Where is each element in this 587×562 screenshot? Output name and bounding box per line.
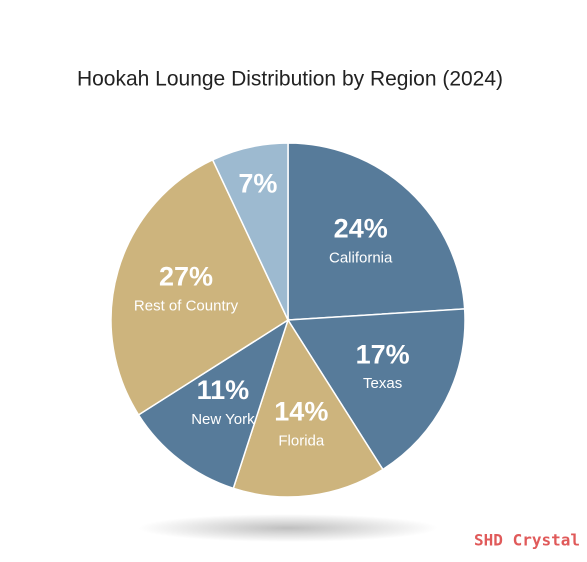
pie-slice bbox=[110, 158, 289, 416]
pie-slice bbox=[232, 318, 384, 498]
slice-value-label: 27% bbox=[159, 261, 213, 291]
pie-slice bbox=[211, 142, 289, 321]
slice-category-label: California bbox=[329, 250, 393, 267]
slice-category-label: Texas bbox=[363, 375, 402, 392]
pie-slice bbox=[287, 142, 466, 321]
slice-value-label: 17% bbox=[356, 339, 410, 369]
slice-value-label: 14% bbox=[274, 396, 328, 426]
slice-value-label: 11% bbox=[197, 375, 250, 405]
slice-value-label: 24% bbox=[334, 214, 388, 244]
pie-shadow bbox=[138, 514, 438, 542]
pie-slice bbox=[137, 318, 290, 490]
pie: 24% California 17% Texas 14% Florida 11% New Yo… bbox=[110, 142, 466, 498]
slice-category-label: Rest of Country bbox=[134, 297, 239, 314]
slice-category-label: New York bbox=[191, 411, 255, 428]
chart-title: Hookah Lounge Distribution by Region (20… bbox=[77, 68, 503, 91]
slice-category-label: Florida bbox=[278, 432, 325, 449]
pie-slice bbox=[286, 308, 466, 471]
watermark: SHD Crystal bbox=[474, 531, 580, 550]
slice-value-label: 7% bbox=[238, 168, 277, 198]
